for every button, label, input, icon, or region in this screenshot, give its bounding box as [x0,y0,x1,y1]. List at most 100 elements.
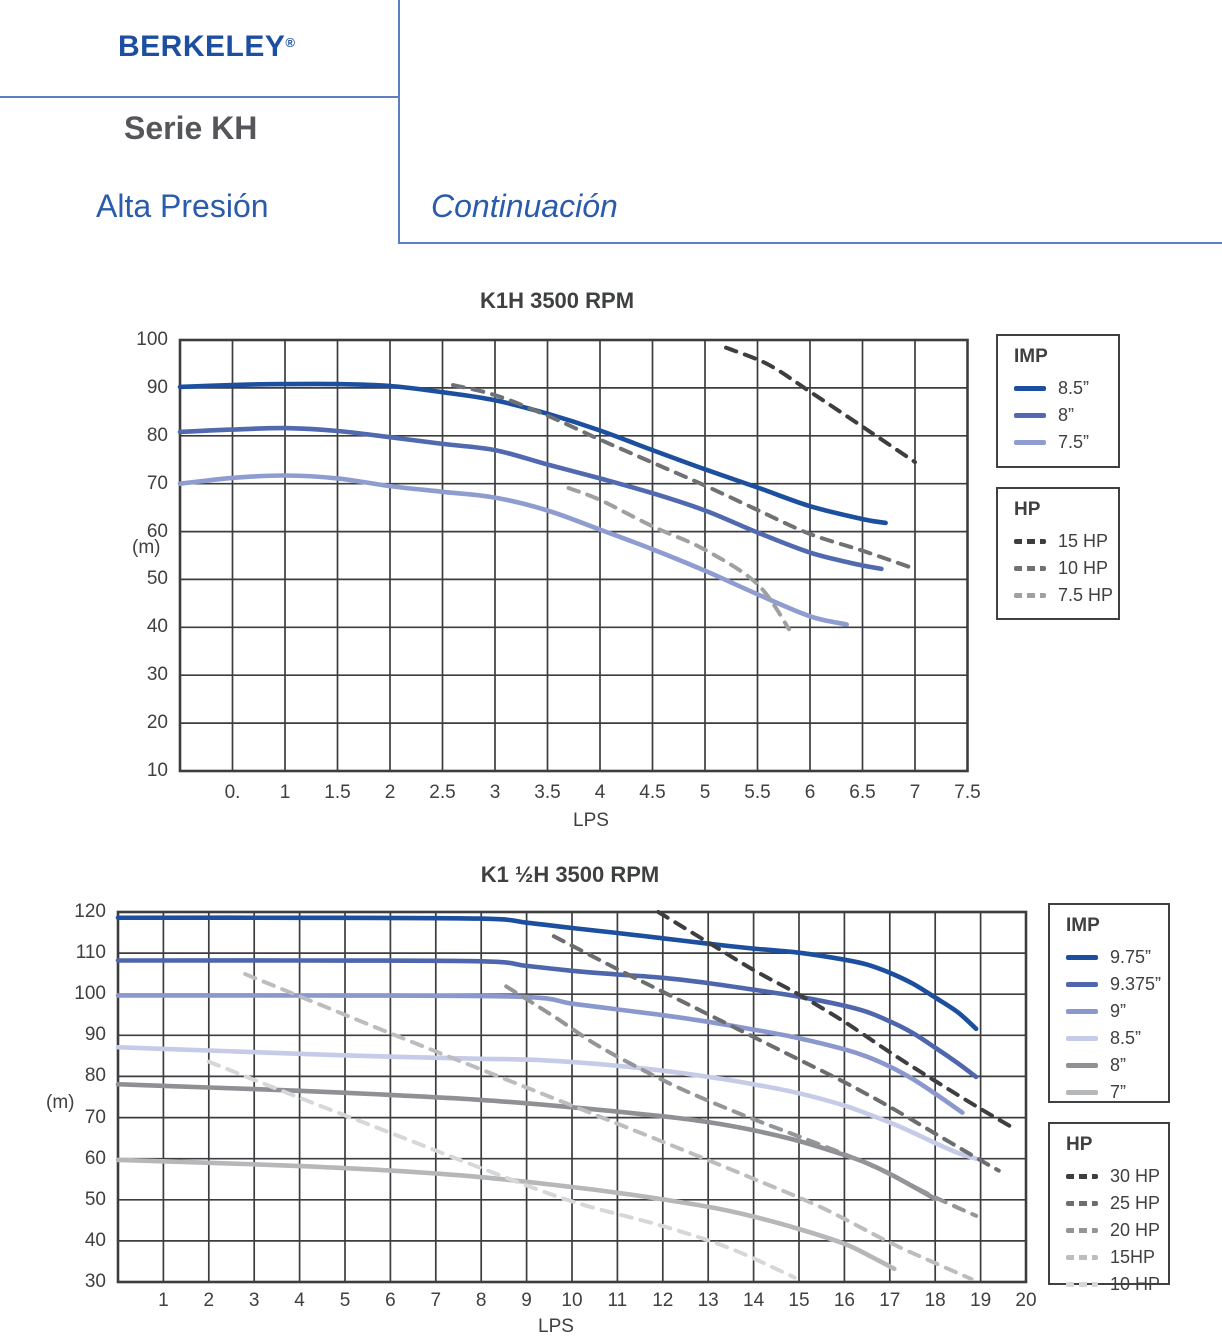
legend-item-label: 7” [1110,1082,1127,1102]
continuation-label: Continuación [431,188,618,224]
y-tick-label: 40 [146,616,168,638]
x-tick-label: 16 [833,1290,855,1311]
legend-item: 15 HP [1014,528,1118,555]
legend-item: 20 HP [1066,1217,1168,1244]
y-tick-label: 40 [84,1229,106,1251]
y-axis-unit-label: (m) [46,1092,75,1113]
x-tick-label: 10 [561,1290,583,1311]
curve-8-in-impeller [177,425,884,572]
x-tick-label: 6 [385,1290,396,1311]
legend-item-label: 8.5” [1058,378,1090,398]
curve-7-in-impeller [115,1157,897,1272]
legend-item-label: 10 HP [1058,558,1109,578]
plot-area [115,910,1028,1284]
legend-item-label: 15HP [1110,1247,1156,1267]
plot-border [116,910,1028,1284]
legend-item: 30 HP [1066,1163,1168,1190]
legend-item: 8.5” [1014,375,1118,402]
y-tick-label: 60 [84,1147,106,1169]
x-tick-label: 4 [294,1290,305,1311]
plot-border [178,338,969,773]
chart-title: K1H 3500 RPM [479,288,635,313]
dashed-line-swatch [1066,1201,1098,1206]
x-tick-label: 6.5 [849,782,876,803]
y-tick-label: 90 [146,376,168,398]
y-tick-label: 60 [146,520,168,542]
solid-line-swatch [1066,955,1098,960]
curve-15-hp-limit [243,972,974,1282]
y-tick-label: 70 [84,1106,106,1128]
x-tick-label: 7 [909,782,921,803]
legend-item-label: 30 HP [1110,1166,1161,1186]
legend-item: 7” [1066,1079,1168,1106]
x-tick-label: 12 [652,1290,674,1311]
impeller-legend: IMP 9.75” 9.375” 9” 8.5” 8” 7” [1048,903,1170,1103]
x-tick-label: 2 [384,782,396,803]
x-tick-label: 15 [788,1290,810,1311]
x-tick-label: 18 [924,1290,946,1311]
x-tick-label: 2 [203,1290,215,1311]
y-tick-label: 50 [146,568,168,590]
x-tick-label: 5 [699,782,711,803]
y-axis-unit-label: (m) [132,537,161,558]
y-tick-label: 100 [74,983,106,1005]
curve-25-hp-limit [551,934,1001,1173]
legend-item-label: 20 HP [1110,1220,1161,1240]
legend-item-label: 9.75” [1110,947,1152,967]
x-tick-label: 5.5 [744,782,771,803]
y-tick-label: 20 [146,712,168,734]
y-tick-label: 110 [75,942,106,964]
curve-9-in-impeller [115,993,965,1115]
brand-logo: BERKELEY® [118,30,295,64]
legend-item: 15HP [1066,1244,1168,1271]
dashed-line-swatch [1014,566,1046,571]
hp-legend: HP 15 HP 10 HP 7.5 HP [996,487,1120,620]
x-tick-label: 7 [430,1290,442,1311]
x-tick-label: 7.5 [954,782,981,803]
x-tick-label: 4 [594,782,606,803]
page-title: Serie KH [124,110,258,146]
legend-item: 9.375” [1066,971,1168,998]
curve-7.5-in-impeller [177,473,849,627]
y-tick-label: 10 [146,760,168,781]
plot-area [177,338,969,773]
x-tick-label: 1 [279,782,291,803]
x-tick-label: 19 [970,1290,992,1311]
header-horizontal-rule-right [398,242,1222,244]
legend-item-label: 8” [1110,1055,1127,1075]
legend-title: HP [1014,499,1041,520]
x-tick-label: 9 [521,1290,532,1311]
solid-line-swatch [1014,440,1046,445]
solid-line-swatch [1066,1009,1098,1014]
curve-8.5-in-impeller [177,381,888,526]
y-tick-label: 100 [136,329,168,350]
solid-line-swatch [1066,1090,1098,1095]
solid-line-swatch [1066,1063,1098,1068]
solid-line-swatch [1014,413,1046,418]
header-vertical-rule [398,0,400,244]
legend-item-label: 9.375” [1110,974,1162,994]
brand-logo-text: BERKELEY [118,30,286,63]
dashed-line-swatch [1014,593,1046,598]
x-tick-label: 6 [804,782,816,803]
legend-item: 7.5” [1014,429,1118,456]
legend-item-label: 25 HP [1110,1193,1161,1213]
registered-trademark-symbol: ® [285,35,296,50]
solid-line-swatch [1014,386,1046,391]
curve-7.5-hp-limit [566,485,791,632]
legend-item: 8” [1066,1052,1168,1079]
dashed-line-swatch [1066,1228,1098,1233]
legend-item: 7.5 HP [1014,582,1118,609]
x-tick-label: 3 [489,782,501,803]
legend-title: IMP [1014,346,1048,367]
hp-legend: HP 30 HP 25 HP 20 HP 15HP 10 HP [1048,1122,1170,1294]
curve-9.75-in-impeller [115,915,979,1032]
legend-item: 25 HP [1066,1190,1168,1217]
grid-lines [117,911,1027,1283]
grid-lines [179,339,969,772]
x-tick-label: 1 [158,1290,169,1311]
x-tick-label: 11 [607,1290,628,1311]
x-tick-label: 4.5 [639,782,666,803]
y-tick-label: 30 [146,664,168,686]
legend-title: IMP [1066,915,1100,936]
